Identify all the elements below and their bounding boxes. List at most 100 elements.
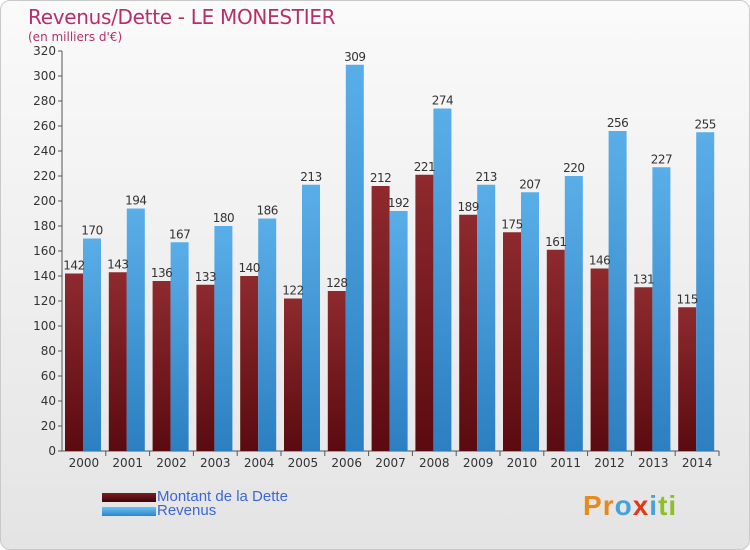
revenue-bar <box>564 176 583 451</box>
y-tick-label: 160 <box>33 244 56 258</box>
logo-letter: i <box>668 490 678 521</box>
debt-value-label: 140 <box>238 261 259 275</box>
debt-bar <box>678 307 697 451</box>
x-tick-label: 2014 <box>682 456 713 470</box>
revenue-bar <box>345 64 364 451</box>
x-tick-label: 2005 <box>288 456 319 470</box>
legend-label-revenue: Revenus <box>157 502 217 519</box>
debt-bar <box>284 298 302 451</box>
legend-label-debt: Montant de la Dette <box>157 488 288 505</box>
debt-bar <box>152 281 171 451</box>
x-tick-label: 2012 <box>594 456 625 470</box>
revenue-bar <box>83 238 101 451</box>
x-tick-label: 2000 <box>69 456 100 470</box>
y-tick-label: 0 <box>48 444 56 458</box>
x-tick-label: 2001 <box>112 456 143 470</box>
debt-bar <box>634 287 653 451</box>
debt-value-label: 136 <box>151 266 172 280</box>
debt-value-label: 161 <box>545 235 566 249</box>
debt-value-label: 189 <box>457 200 478 214</box>
y-tick-label: 140 <box>33 269 56 283</box>
revenue-bar <box>258 218 277 451</box>
x-tick-label: 2006 <box>331 456 362 470</box>
revenue-value-label: 227 <box>651 152 672 166</box>
debt-bar <box>327 291 346 451</box>
revenue-value-label: 256 <box>607 116 628 130</box>
debt-bar <box>546 249 565 451</box>
legend-swatch-revenue <box>102 507 156 516</box>
revenue-bar <box>521 192 539 451</box>
y-tick-label: 240 <box>33 144 56 158</box>
y-tick-label: 120 <box>33 294 56 308</box>
x-tick-label: 2013 <box>638 456 669 470</box>
debt-bar <box>415 174 434 451</box>
revenue-value-label: 213 <box>475 170 496 184</box>
revenue-value-label: 180 <box>213 211 234 225</box>
y-tick-label: 60 <box>41 369 56 383</box>
revenue-bar <box>302 184 320 451</box>
debt-value-label: 131 <box>633 272 654 286</box>
revenue-bar <box>214 226 233 451</box>
revenue-bar <box>652 167 671 451</box>
chart-subtitle: (en milliers d'€) <box>28 30 123 44</box>
y-tick-label: 100 <box>33 319 56 333</box>
debt-value-label: 128 <box>326 276 347 290</box>
y-tick-label: 280 <box>33 94 56 108</box>
x-tick-label: 2003 <box>200 456 231 470</box>
x-tick-label: 2009 <box>463 456 494 470</box>
x-tick-label: 2002 <box>156 456 187 470</box>
logo-letter: r <box>602 490 615 521</box>
revenue-bar <box>608 131 627 451</box>
y-tick-label: 40 <box>41 394 56 408</box>
revenue-value-label: 170 <box>81 224 102 238</box>
revenue-value-label: 194 <box>125 194 146 208</box>
x-tick-label: 2007 <box>375 456 406 470</box>
revenue-value-label: 255 <box>694 117 715 131</box>
revenue-value-label: 207 <box>519 177 540 191</box>
revenue-bar <box>433 108 452 451</box>
debt-bar <box>65 273 83 451</box>
legend-swatch-debt <box>102 493 156 502</box>
revenue-value-label: 186 <box>256 204 277 218</box>
debt-value-label: 133 <box>195 270 216 284</box>
logo-letter: x <box>632 490 650 521</box>
revenue-value-label: 309 <box>344 50 365 64</box>
debt-bar <box>196 284 215 451</box>
revenue-value-label: 220 <box>563 161 584 175</box>
debt-value-label: 142 <box>63 259 84 273</box>
revenue-bar <box>389 211 408 451</box>
y-tick-label: 20 <box>41 419 56 433</box>
debt-value-label: 122 <box>282 284 303 298</box>
revenue-bar <box>170 242 189 451</box>
debt-bar <box>590 268 609 451</box>
debt-bar <box>240 276 259 451</box>
logo-letter: P <box>583 490 603 521</box>
debt-value-label: 115 <box>676 292 697 306</box>
debt-value-label: 143 <box>107 257 128 271</box>
y-tick-label: 300 <box>33 69 56 83</box>
x-tick-label: 2011 <box>550 456 581 470</box>
revenue-bar <box>696 132 715 451</box>
x-tick-label: 2010 <box>507 456 538 470</box>
revenue-bar <box>477 184 496 451</box>
y-tick-label: 200 <box>33 194 56 208</box>
logo-letter: i <box>649 490 659 521</box>
debt-value-label: 146 <box>589 254 610 268</box>
revenue-value-label: 213 <box>300 170 321 184</box>
revenue-bar <box>126 208 145 451</box>
debt-bar <box>108 272 127 451</box>
chart-title: Revenus/Dette - LE MONESTIER <box>28 5 336 29</box>
debt-value-label: 175 <box>501 217 522 231</box>
logo-letter: o <box>614 490 633 521</box>
debt-bar <box>459 214 478 451</box>
y-tick-label: 80 <box>41 344 56 358</box>
proxiti-logo: Proxiti <box>583 490 677 522</box>
x-tick-label: 2008 <box>419 456 450 470</box>
revenue-value-label: 192 <box>388 196 409 210</box>
debt-value-label: 221 <box>414 160 435 174</box>
y-tick-label: 180 <box>33 219 56 233</box>
logo-letter: t <box>658 490 669 521</box>
debt-bar <box>503 232 521 451</box>
